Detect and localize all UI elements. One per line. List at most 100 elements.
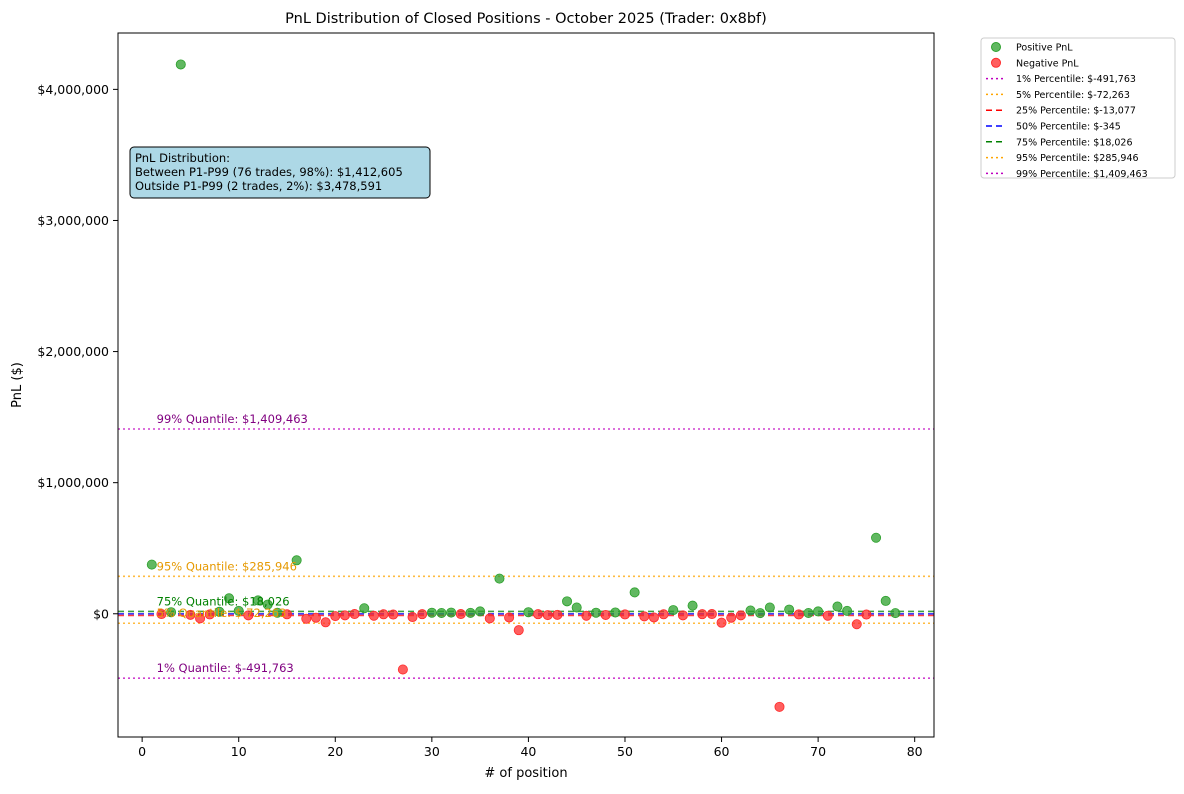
x-tick-label: 30 bbox=[424, 744, 440, 759]
data-point bbox=[716, 617, 727, 628]
data-point bbox=[600, 609, 611, 620]
data-point bbox=[668, 605, 679, 616]
x-axis-label: # of position bbox=[484, 766, 567, 781]
data-point bbox=[677, 610, 688, 621]
x-tick-label: 10 bbox=[231, 744, 247, 759]
data-point bbox=[784, 604, 795, 615]
data-point bbox=[368, 610, 379, 621]
data-point bbox=[465, 607, 476, 618]
data-point bbox=[233, 605, 244, 616]
x-tick-label: 20 bbox=[327, 744, 343, 759]
data-point bbox=[397, 664, 408, 675]
data-point bbox=[281, 609, 292, 620]
data-point bbox=[224, 593, 235, 604]
data-point bbox=[214, 606, 225, 617]
quantile-annotation: 75% Quantile: $18,026 bbox=[157, 594, 290, 608]
data-point bbox=[494, 573, 505, 584]
quantile-annotation: 5% Quantile: $-72,263 bbox=[157, 606, 287, 620]
data-point bbox=[291, 555, 302, 566]
y-axis-label: PnL ($) bbox=[10, 362, 25, 408]
legend-label: Positive PnL bbox=[1016, 43, 1073, 54]
y-tick-label: $2,000,000 bbox=[37, 344, 109, 359]
y-tick-label: $4,000,000 bbox=[37, 82, 109, 97]
data-point bbox=[658, 609, 669, 620]
data-point bbox=[455, 609, 466, 620]
data-point bbox=[890, 608, 901, 619]
data-point bbox=[195, 613, 206, 624]
data-point bbox=[310, 612, 321, 623]
info-box-line: Between P1-P99 (76 trades, 98%): $1,412,… bbox=[135, 165, 403, 179]
x-tick-label: 80 bbox=[907, 744, 923, 759]
data-point bbox=[175, 59, 186, 70]
data-point bbox=[774, 701, 785, 712]
x-tick-label: 40 bbox=[520, 744, 536, 759]
data-point bbox=[880, 595, 891, 606]
legend-marker bbox=[991, 42, 1001, 52]
data-point bbox=[822, 610, 833, 621]
data-point bbox=[735, 610, 746, 621]
x-tick-label: 60 bbox=[714, 744, 730, 759]
legend-box bbox=[980, 37, 1176, 179]
data-point bbox=[166, 607, 177, 618]
data-point bbox=[513, 625, 524, 636]
data-point bbox=[871, 532, 882, 543]
legend-label: 50% Percentile: $-345 bbox=[1016, 122, 1121, 133]
data-point bbox=[301, 613, 312, 624]
data-point bbox=[436, 607, 447, 618]
quantile-annotation: 95% Quantile: $285,946 bbox=[157, 559, 297, 573]
data-point bbox=[262, 599, 273, 610]
legend-label: 75% Percentile: $18,026 bbox=[1016, 137, 1133, 148]
plot-frame bbox=[117, 32, 935, 738]
info-box bbox=[129, 146, 431, 199]
quantile-annotation: 1% Quantile: $-491,763 bbox=[157, 661, 294, 675]
data-point bbox=[349, 609, 360, 620]
y-tick-label: $1,000,000 bbox=[37, 475, 109, 490]
legend-label: 1% Percentile: $-491,763 bbox=[1016, 74, 1136, 85]
data-point bbox=[339, 610, 350, 621]
data-point bbox=[803, 607, 814, 618]
data-point bbox=[764, 602, 775, 613]
data-point bbox=[706, 609, 717, 620]
data-point bbox=[320, 617, 331, 628]
data-point bbox=[687, 600, 698, 611]
data-point bbox=[388, 609, 399, 620]
data-point bbox=[378, 609, 389, 620]
y-tick-label: $0 bbox=[93, 606, 109, 621]
data-point bbox=[243, 610, 254, 621]
legend-label: 99% Percentile: $1,409,463 bbox=[1016, 169, 1148, 180]
data-point bbox=[542, 610, 553, 621]
data-point bbox=[484, 613, 495, 624]
data-point bbox=[253, 595, 264, 606]
data-point bbox=[619, 609, 630, 620]
data-point bbox=[204, 609, 215, 620]
data-point bbox=[591, 607, 602, 618]
y-tick-label: $3,000,000 bbox=[37, 213, 109, 228]
data-point bbox=[330, 611, 341, 622]
legend-marker bbox=[991, 57, 1001, 68]
data-point bbox=[407, 612, 418, 623]
data-point bbox=[146, 559, 157, 570]
data-point bbox=[793, 609, 804, 620]
data-point bbox=[842, 605, 853, 616]
data-point bbox=[629, 587, 640, 598]
data-point bbox=[832, 601, 843, 612]
data-point bbox=[552, 609, 563, 620]
info-box-line: PnL Distribution: bbox=[135, 151, 230, 165]
data-point bbox=[755, 608, 766, 619]
data-point bbox=[475, 606, 486, 617]
data-point bbox=[533, 609, 544, 620]
data-point bbox=[571, 602, 582, 613]
quantile-annotation: 99% Quantile: $1,409,463 bbox=[157, 412, 308, 426]
legend-label: 95% Percentile: $285,946 bbox=[1016, 153, 1139, 164]
data-point bbox=[726, 612, 737, 623]
data-point bbox=[745, 605, 756, 616]
x-tick-label: 0 bbox=[138, 744, 146, 759]
data-point bbox=[417, 609, 428, 620]
x-tick-label: 50 bbox=[617, 744, 633, 759]
data-point bbox=[504, 612, 515, 623]
data-point bbox=[272, 607, 283, 618]
data-point bbox=[610, 607, 621, 618]
data-point bbox=[156, 609, 167, 620]
data-point bbox=[581, 610, 592, 621]
